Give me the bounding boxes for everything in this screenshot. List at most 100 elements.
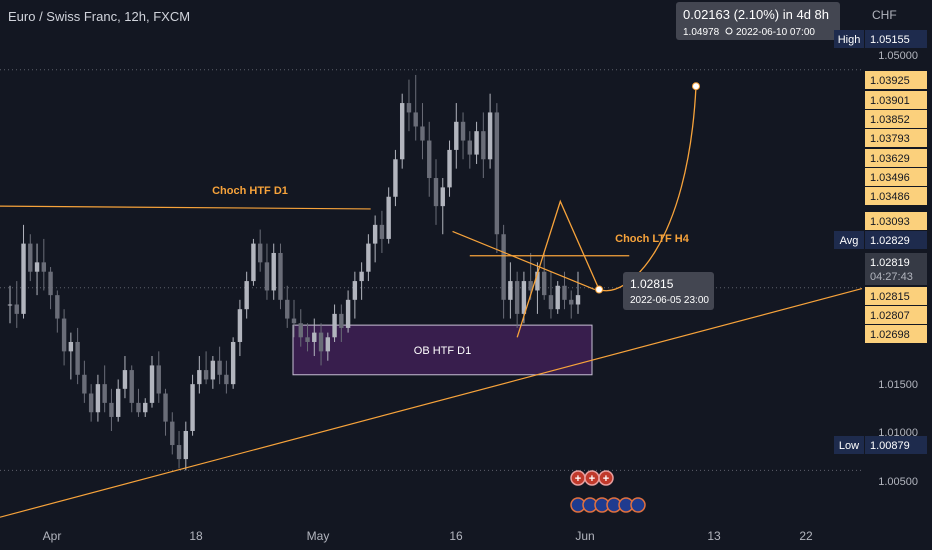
candle-body	[278, 252, 283, 300]
candle-body	[420, 126, 425, 141]
trend-line	[0, 287, 863, 518]
candle-body	[345, 299, 351, 328]
price-label-box	[865, 129, 927, 147]
candle-body	[61, 318, 67, 352]
candle-body	[122, 370, 128, 389]
countdown-timer: 04:27:43	[870, 271, 913, 283]
target-tooltip-change: 0.02163 (2.10%) in 4d 8h	[683, 7, 829, 22]
point-tooltip-date: 2022-06-05 23:00	[630, 295, 709, 306]
candle-body	[28, 243, 33, 272]
candle-body	[88, 393, 94, 413]
price-label-value: 1.05155	[870, 34, 910, 46]
candle-body	[95, 384, 101, 413]
candle-body	[251, 243, 256, 282]
candle-body	[14, 304, 19, 314]
structure-line	[0, 205, 371, 210]
candle-body	[183, 430, 189, 460]
ob-zone-rect	[292, 324, 593, 376]
candle-body	[406, 103, 412, 113]
x-tick-label: 22	[799, 529, 813, 543]
price-label-value: 1.03793	[870, 133, 910, 145]
x-tick-label: 16	[449, 529, 463, 543]
candle-body	[55, 295, 60, 319]
candle-body	[41, 262, 47, 272]
candle-body	[285, 299, 290, 319]
price-tag-label: Avg	[840, 235, 859, 247]
price-tag-label: Low	[839, 440, 859, 452]
candle-body	[379, 224, 385, 239]
price-tag-box	[834, 436, 864, 454]
price-label-box	[865, 110, 927, 128]
price-label-box	[865, 168, 927, 186]
candle-body	[136, 402, 141, 413]
target-point-marker	[692, 82, 700, 91]
swiss-cross-glyph: +	[575, 473, 581, 485]
x-tick-label: Jun	[575, 529, 594, 543]
structure-label: Choch HTF D1	[212, 185, 288, 197]
candle-body	[555, 285, 560, 310]
candle-body	[82, 374, 87, 394]
candle-body	[528, 281, 533, 291]
candle-body	[541, 271, 547, 296]
candle-body	[447, 149, 452, 188]
price-label-value: 1.03629	[870, 153, 910, 165]
candle-body	[298, 323, 303, 338]
x-tick-label: May	[307, 529, 330, 543]
candle-body	[75, 341, 80, 375]
candle-body	[325, 337, 331, 352]
y-tick-label: 1.05000	[878, 50, 918, 62]
price-label-box	[865, 231, 927, 249]
candle-body	[7, 304, 13, 306]
candle-body	[305, 337, 310, 342]
candle-body	[312, 332, 317, 342]
price-tag-label: High	[838, 34, 861, 46]
price-label-value: 1.03852	[870, 114, 910, 126]
candle-body	[230, 341, 236, 385]
price-label-value: 1.03925	[870, 75, 910, 87]
candle-body	[487, 112, 493, 160]
price-label-box	[865, 91, 927, 109]
candle-body	[129, 370, 134, 403]
candle-body	[494, 112, 500, 235]
candle-body	[318, 332, 324, 352]
candle-body	[535, 271, 540, 291]
candle-body	[190, 384, 195, 431]
candle-body	[156, 365, 161, 394]
candle-body	[569, 299, 574, 305]
candle-body	[197, 370, 202, 385]
eu-flag-icon	[630, 497, 646, 513]
candle-body	[372, 224, 378, 244]
currency-label: CHF	[872, 8, 897, 22]
candle-body	[143, 402, 148, 413]
candle-body	[474, 131, 479, 155]
candle-body	[102, 384, 107, 403]
candle-body	[575, 295, 581, 305]
candle-body	[264, 262, 270, 291]
candle-body	[393, 159, 398, 197]
candle-body	[149, 365, 155, 403]
candle-body	[203, 370, 209, 380]
price-label-value: 1.02829	[870, 235, 910, 247]
trend-line	[452, 230, 596, 291]
price-label-value: 1.02815	[870, 291, 910, 303]
price-label-value: 1.03496	[870, 172, 910, 184]
candle-body	[562, 285, 567, 300]
candle-body	[427, 140, 432, 179]
candle-body	[514, 281, 520, 314]
candle-body	[481, 131, 486, 160]
candle-body	[21, 243, 26, 314]
candle-body	[521, 281, 527, 314]
candle-body	[440, 187, 445, 207]
price-label-value: 1.03486	[870, 191, 910, 203]
price-label-box	[865, 436, 927, 454]
candle-body	[454, 121, 459, 150]
candle-body	[217, 360, 222, 375]
price-label-box	[865, 149, 927, 167]
target-tooltip-date: 2022-06-10 07:00	[736, 27, 815, 38]
price-label-value: 1.02807	[870, 310, 910, 322]
chart-title: Euro / Swiss Franc, 12h, FXCM	[8, 9, 191, 24]
candle-body	[170, 421, 175, 446]
candle-body	[386, 196, 391, 239]
target-tooltip-price: 1.04978	[683, 27, 720, 38]
